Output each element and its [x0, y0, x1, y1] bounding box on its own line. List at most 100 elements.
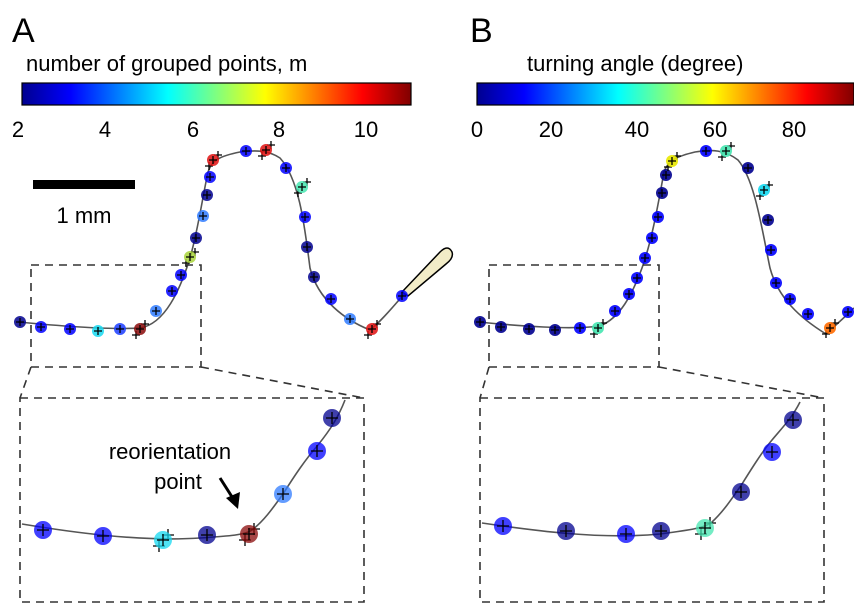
sample-mark: [804, 310, 812, 318]
sample-mark: [282, 164, 290, 172]
panel-a-tick-label: 6: [187, 117, 199, 142]
sample-mark: [767, 246, 775, 254]
sample-mark: [152, 307, 160, 315]
sample-mark: [37, 323, 45, 331]
panel-a: A number of grouped points, m 2 4 6 8 10…: [12, 12, 454, 603]
panel-a-colorbar-ticks: 2 4 6 8 10: [12, 117, 378, 142]
panel-b-letter: B: [470, 12, 493, 50]
annotation-label: point: [154, 469, 202, 494]
sample-mark: [97, 530, 109, 542]
sample-mark: [594, 324, 602, 332]
sample-mark: [262, 146, 270, 154]
sample-mark: [844, 308, 852, 316]
panel-a-points: [14, 141, 408, 339]
panel-a-tick-label: 4: [99, 117, 111, 142]
sample-mark: [766, 446, 778, 458]
panel-a-zoom-line: [19, 366, 32, 399]
panel-b-tick-label: 80: [782, 117, 806, 142]
sample-mark: [177, 271, 185, 279]
panel-a-inset-source-box: [30, 264, 202, 368]
sample-mark: [633, 274, 641, 282]
sample-mark: [203, 191, 211, 199]
panel-b-inset-trajectory: [481, 401, 801, 537]
panel-a-zoom-line: [200, 366, 365, 399]
sample-mark: [327, 295, 335, 303]
sample-mark: [301, 213, 309, 221]
panel-b-colorbar: [476, 82, 854, 106]
scale-bar: [33, 180, 135, 189]
panel-a-tick-label: 8: [273, 117, 285, 142]
sample-mark: [277, 488, 289, 500]
sample-mark: [760, 186, 768, 194]
sample-mark: [826, 324, 834, 332]
sample-mark: [311, 445, 323, 457]
sample-mark: [346, 315, 354, 323]
annotation-label: reorientation: [109, 439, 231, 464]
panel-a-letter: A: [12, 12, 35, 50]
sample-mark: [136, 325, 144, 333]
panel-b-zoom-line: [658, 366, 825, 399]
panel-b-tick-label: 0: [471, 117, 483, 142]
sample-mark: [560, 525, 572, 537]
sample-mark: [772, 279, 780, 287]
sample-mark: [368, 325, 376, 333]
sample-mark: [243, 528, 255, 540]
sample-mark: [242, 147, 250, 155]
panel-b-tick-label: 40: [625, 117, 649, 142]
sample-mark: [157, 534, 169, 546]
panel-b-colorbar-ticks: 0 20 40 60 80: [471, 117, 806, 142]
panel-b-inset-points: [494, 411, 802, 543]
sample-mark: [37, 524, 49, 536]
panel-b: B turning angle (degree) 0 20 40 60 80: [470, 12, 854, 603]
panel-a-tick-label: 10: [354, 117, 378, 142]
sample-mark: [735, 486, 747, 498]
sample-mark: [654, 213, 662, 221]
sample-mark: [787, 414, 799, 426]
panel-b-points: [474, 142, 854, 338]
panel-a-tick-label: 2: [12, 117, 24, 142]
sample-mark: [298, 183, 306, 191]
sample-mark: [786, 295, 794, 303]
sample-mark: [744, 164, 752, 172]
sample-mark: [398, 292, 406, 300]
sample-mark: [662, 171, 670, 179]
panel-a-colorbar: [21, 82, 412, 106]
sample-mark: [668, 157, 676, 165]
panel-a-inset-points: [34, 409, 341, 552]
sample-mark: [303, 243, 311, 251]
sample-mark: [116, 325, 124, 333]
sample-mark: [310, 273, 318, 281]
sample-mark: [209, 156, 217, 164]
sample-mark: [658, 189, 666, 197]
sample-mark: [168, 287, 176, 295]
sample-mark: [699, 522, 711, 534]
sample-mark: [206, 173, 214, 181]
panel-b-colorbar-title: turning angle (degree): [527, 51, 743, 76]
sample-mark: [94, 327, 102, 335]
sample-mark: [201, 529, 213, 541]
sample-mark: [620, 528, 632, 540]
panel-a-colorbar-title: number of grouped points, m: [26, 51, 307, 76]
sample-mark: [525, 325, 533, 333]
sample-mark: [625, 290, 633, 298]
panel-a-inset-box: [19, 397, 365, 603]
sample-mark: [648, 234, 656, 242]
sample-mark: [199, 212, 207, 220]
sample-mark: [576, 324, 584, 332]
sample-mark: [551, 326, 559, 334]
sample-mark: [497, 520, 509, 532]
panel-b-inset-source-box: [488, 264, 660, 368]
sample-mark: [16, 318, 24, 326]
panel-b-inset-box: [479, 397, 825, 603]
sample-mark: [611, 307, 619, 315]
sample-mark: [641, 254, 649, 262]
panel-b-tick-label: 60: [703, 117, 727, 142]
sample-mark: [764, 216, 772, 224]
sample-mark: [326, 412, 338, 424]
panel-b-zoom-line: [479, 366, 490, 399]
sample-mark: [655, 525, 667, 537]
annotation-arrow: [218, 477, 240, 509]
sample-mark: [497, 323, 505, 331]
sample-mark: [476, 318, 484, 326]
